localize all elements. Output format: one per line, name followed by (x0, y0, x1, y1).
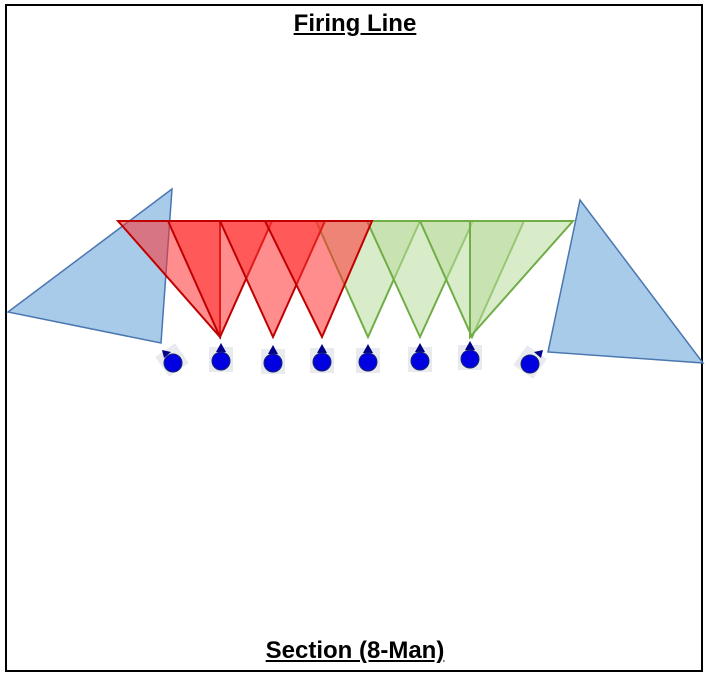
diagram-caption: Section (8-Man) (265, 637, 445, 664)
direction-triangle-icon (363, 344, 373, 353)
soldier-circle-icon (410, 351, 430, 371)
direction-triangle-icon (415, 343, 425, 352)
left-flank-sector (6, 187, 173, 344)
direction-triangle-icon (216, 343, 226, 352)
right-flank-sector (547, 198, 705, 364)
soldier-1 (155, 343, 189, 377)
soldier-4 (310, 344, 334, 373)
soldier-2 (209, 343, 233, 372)
soldier-circle-icon (460, 349, 480, 369)
soldier-6 (408, 343, 432, 372)
direction-triangle-icon (534, 350, 543, 358)
soldier-circle-icon (163, 353, 183, 373)
direction-triangle-icon (268, 345, 278, 354)
soldier-8 (513, 345, 547, 379)
soldier-5 (356, 344, 380, 373)
soldier-circle-icon (358, 352, 378, 372)
soldier-circle-icon (312, 352, 332, 372)
left-fire-sectors (115, 220, 374, 340)
fire-sector-red (263, 220, 374, 340)
direction-triangle-icon (162, 350, 171, 358)
fire-sector-green (469, 220, 576, 340)
soldier-3 (261, 345, 285, 374)
soldier-7 (458, 341, 482, 370)
soldier-line (155, 341, 547, 379)
soldier-circle-icon (211, 351, 231, 371)
direction-triangle-icon (465, 341, 475, 350)
soldier-circle-icon (263, 353, 283, 373)
soldier-circle-icon (520, 354, 540, 374)
diagram-title: Firing Line (293, 10, 417, 37)
direction-triangle-icon (317, 344, 327, 353)
